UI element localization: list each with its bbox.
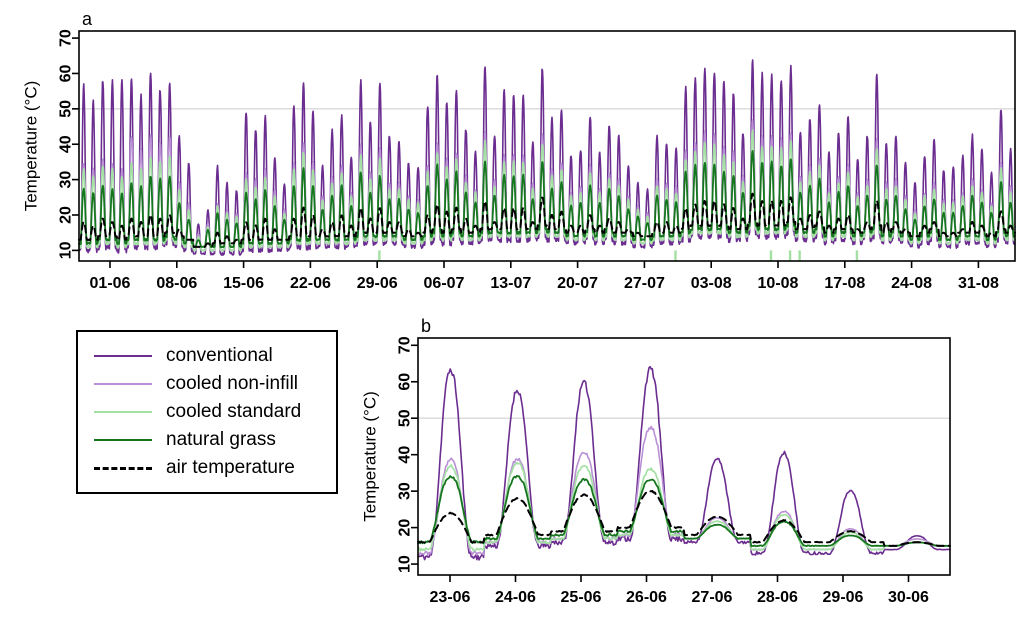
- x-tick-label: 27-07: [624, 275, 665, 292]
- panel-letter: b: [421, 316, 431, 336]
- x-tick-label: 24-08: [891, 275, 932, 292]
- series-conventional: [417, 365, 951, 561]
- y-tick-label: 70: [397, 336, 414, 354]
- legend-item-natural-grass: natural grass: [78, 426, 336, 454]
- legend: conventional cooled non-infill cooled stan…: [76, 330, 338, 494]
- y-tick-label: 40: [397, 446, 414, 464]
- series-natural-grass: [78, 150, 1016, 249]
- y-tick-label: 10: [397, 555, 414, 573]
- y-tick-label: 50: [58, 100, 75, 118]
- y-tick-label: 60: [58, 64, 75, 82]
- plot-frame: [78, 30, 1016, 262]
- panel-b-plot: 10 20 30 40 50 60 70 Temperature (°C) 23-06 24-06…: [361, 316, 951, 606]
- legend-item-label: conventional: [166, 345, 273, 366]
- x-tick-label: 15-06: [223, 275, 264, 292]
- x-tick-label: 28-06: [757, 589, 798, 606]
- y-axis-title: Temperature (°C): [22, 81, 41, 212]
- x-tick-label: 20-07: [557, 275, 598, 292]
- y-tick-label: 40: [58, 135, 75, 153]
- x-tick-label: 17-08: [824, 275, 865, 292]
- legend-item-conventional: conventional: [78, 342, 336, 370]
- plot-frame: [417, 337, 951, 576]
- x-tick-label: 06-07: [424, 275, 465, 292]
- legend-item-label: cooled standard: [166, 401, 302, 422]
- y-tick-label: 60: [397, 373, 414, 391]
- x-tick-label: 10-08: [758, 275, 799, 292]
- legend-line-swatch: [94, 383, 152, 385]
- legend-line-swatch: [94, 466, 152, 470]
- x-tick-label: 22-06: [290, 275, 331, 292]
- panel-letter: a: [82, 9, 93, 29]
- x-tick-label: 27-06: [692, 589, 733, 606]
- legend-item-cooled-standard: cooled standard: [78, 398, 336, 426]
- y-axis-title: Temperature (°C): [361, 391, 380, 522]
- x-tick-label: 03-08: [691, 275, 732, 292]
- x-tick-label: 29-06: [357, 275, 398, 292]
- x-tick-label: 23-06: [430, 589, 471, 606]
- x-tick-label: 24-06: [495, 589, 536, 606]
- x-tick-label: 30-06: [888, 589, 929, 606]
- legend-line-swatch: [94, 411, 152, 413]
- x-tick-label: 26-06: [626, 589, 667, 606]
- x-tick-label: 13-07: [490, 275, 531, 292]
- y-tick-label: 30: [58, 171, 75, 189]
- legend-item-label: natural grass: [166, 429, 276, 450]
- panel-a: 10 20 30 40 50 60 70 Temperature (°C) 01-06 08-06…: [0, 0, 1030, 310]
- x-tick-label: 25-06: [561, 589, 602, 606]
- legend-item-cooled-non-infill: cooled non-infill: [78, 370, 336, 398]
- legend-line-swatch: [94, 439, 152, 441]
- legend-item-label: air temperature: [166, 457, 295, 478]
- series-air-temperature: [417, 489, 951, 547]
- x-tick-label: 08-06: [156, 275, 197, 292]
- legend-item-label: cooled non-infill: [166, 373, 299, 394]
- x-tick-label: 01-06: [90, 275, 131, 292]
- legend-item-air-temperature: air temperature: [78, 454, 336, 482]
- x-tick-label: 31-08: [958, 275, 999, 292]
- y-tick-label: 70: [58, 29, 75, 47]
- panel-b: 10 20 30 40 50 60 70 Temperature (°C) 23-06 24-06…: [0, 314, 1030, 624]
- y-tick-label: 30: [397, 482, 414, 500]
- y-tick-label: 20: [397, 519, 414, 537]
- x-tick-label: 29-06: [823, 589, 864, 606]
- legend-line-swatch: [94, 355, 152, 357]
- y-tick-label: 50: [397, 409, 414, 427]
- series-air-temperature: [78, 192, 1016, 248]
- panel-a-plot: 10 20 30 40 50 60 70 Temperature (°C) 01-06 08-06…: [22, 9, 1016, 292]
- y-tick-label: 10: [58, 241, 75, 259]
- y-tick-label: 20: [58, 206, 75, 224]
